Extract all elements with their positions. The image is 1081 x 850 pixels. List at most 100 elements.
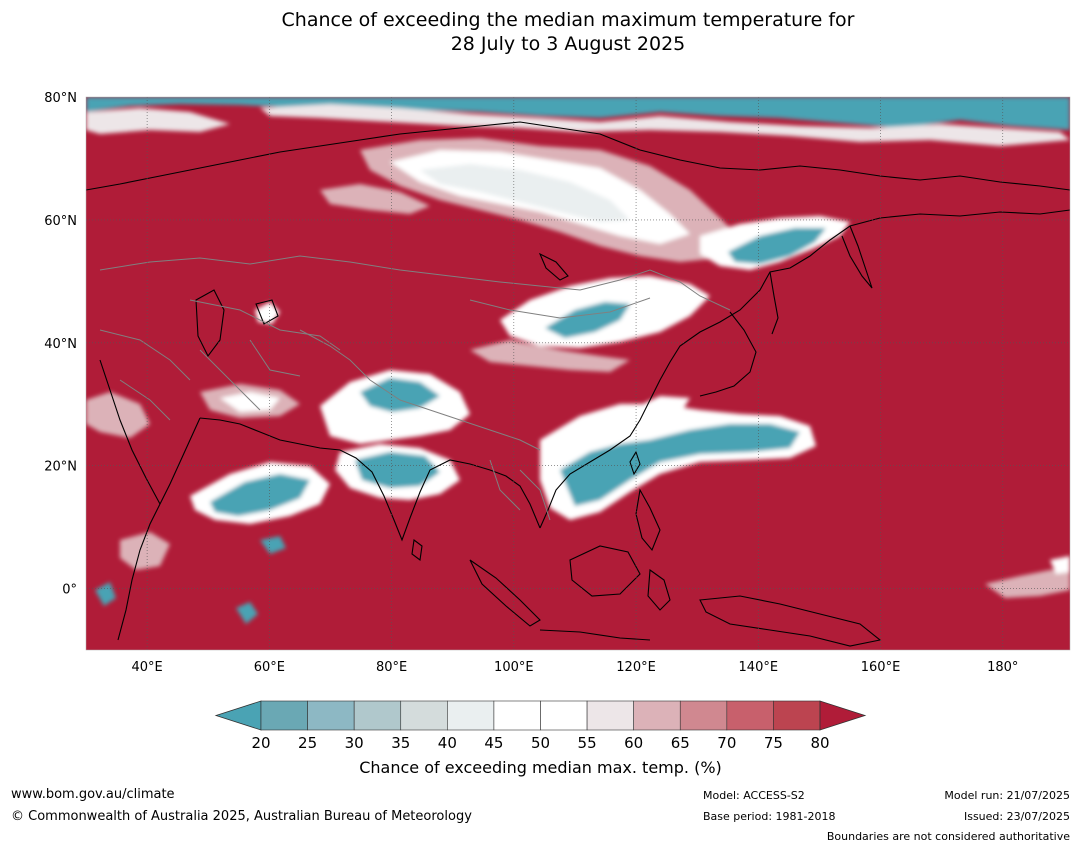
coast-new-guinea (699, 595, 882, 647)
colorbar-bin (400, 700, 448, 731)
border-middle-east (99, 329, 191, 421)
korea-neutral-patch (630, 396, 690, 420)
colorbar-bin (540, 700, 588, 731)
longitude-label: 120°E (616, 660, 656, 675)
graticule (86, 97, 1070, 650)
colorbar-bin (726, 700, 774, 731)
title-line-2: 28 July to 3 August 2025 (450, 33, 686, 55)
colorbar-tick-label: 35 (391, 734, 410, 752)
colorbar-tick-label: 55 (578, 734, 597, 752)
map-panel (86, 97, 1070, 650)
coast-arabia-africa (117, 417, 201, 641)
coast-red-sea (99, 359, 161, 505)
west-asia-neutral-patch (220, 392, 280, 412)
colorbar: 20 25 30 35 40 45 50 55 60 65 70 75 80 (214, 700, 867, 752)
indian-ocean-low-patch (236, 602, 258, 624)
colorbar-tick-label: 50 (531, 734, 550, 752)
border-russia-south (99, 255, 731, 311)
coast-kamchatka (841, 225, 873, 289)
latitude-label: 0° (62, 583, 77, 598)
mongolia-pale-ring (470, 340, 630, 372)
coast-arctic (86, 121, 1070, 191)
siberia-pale-arm (320, 184, 430, 214)
colorbar-tick-label: 60 (624, 734, 643, 752)
map-frame (85, 96, 1071, 651)
latitude-labels: 80°N 60°N 40°N 20°N 0° (44, 91, 77, 598)
longitude-label: 40°E (131, 660, 162, 675)
colorbar-tick-label: 20 (251, 734, 270, 752)
pacific-east-neutral-patch (1050, 556, 1070, 574)
border-central-asia (189, 299, 341, 411)
coast-sakhalin (769, 271, 779, 335)
colorbar-tick-label: 25 (298, 734, 317, 752)
india-low-core (355, 452, 440, 488)
colorbar-lower-extend (214, 700, 262, 731)
arabian-sea-low-core (210, 474, 310, 516)
coast-taiwan (629, 450, 641, 476)
longitude-label: 100°E (494, 660, 534, 675)
title-line-1: Chance of exceeding the median maximum t… (281, 9, 855, 31)
coast-caspian (195, 289, 225, 358)
longitude-label: 80°E (376, 660, 407, 675)
coast-baikal (538, 252, 569, 281)
siberia-light-core (420, 164, 630, 222)
south-china-low-core (560, 424, 800, 506)
border-mongolia (469, 297, 651, 319)
colorbar-bin (679, 700, 728, 731)
coast-java (539, 629, 651, 641)
colorbar-upper-extend (819, 700, 867, 731)
horn-africa-low-patch (95, 582, 116, 606)
arctic-pale-band (260, 104, 1070, 146)
okhotsk-low-core (728, 228, 826, 264)
coast-sumatra (469, 559, 541, 627)
africa-east-pale-patch (120, 532, 170, 570)
model-run-date: Model run: 21/07/2025 (944, 789, 1070, 802)
colorbar-tick-label: 65 (671, 734, 690, 752)
colorbar-tick-label: 40 (438, 734, 457, 752)
coast-pacific-asia (539, 209, 1070, 529)
colorbar-bin (307, 700, 355, 731)
colorbar-bin (633, 700, 681, 731)
colorbar-tick-label: 45 (484, 734, 503, 752)
colorbar-bin (586, 700, 634, 731)
probability-anomaly-regions (86, 97, 1070, 624)
colorbar-bin (447, 700, 495, 731)
colorbar-tick-label: 70 (717, 734, 736, 752)
coast-south-asia (199, 417, 541, 542)
coastlines (86, 121, 1070, 647)
base-period: Base period: 1981-2018 (703, 810, 836, 823)
colorbar-label: Chance of exceeding median max. temp. (%… (359, 758, 722, 777)
map-title: Chance of exceeding the median maximum t… (0, 8, 1081, 56)
longitude-labels: 40°E 60°E 80°E 100°E 120°E 140°E 160°E 180° (131, 660, 1018, 675)
arctic-left-pale (86, 108, 230, 134)
colorbar-tick-label: 30 (345, 734, 364, 752)
colorbar-bin (493, 700, 541, 731)
coast-japan (699, 311, 757, 397)
colorbar-tick-label: 80 (810, 734, 829, 752)
copyright-text: © Commonwealth of Australia 2025, Austra… (11, 809, 472, 824)
latitude-label: 60°N (44, 214, 77, 229)
border-southeast-asia (489, 459, 551, 521)
mongolia-low-core (545, 302, 630, 338)
pacific-east-pale-patch (985, 568, 1070, 598)
boundaries-disclaimer: Boundaries are not considered authoritat… (826, 830, 1070, 843)
colorbar-bin (260, 700, 308, 731)
longitude-label: 160°E (861, 660, 901, 675)
colorbar-bin (773, 700, 821, 731)
website-link[interactable]: www.bom.gov.au/climate (11, 787, 175, 802)
coast-borneo (569, 545, 641, 597)
arabian-patch-small (260, 536, 286, 554)
border-china-west (299, 329, 541, 451)
colorbar-bin (353, 700, 402, 731)
coast-aral-lake (255, 299, 279, 325)
issued-date: Issued: 23/07/2025 (963, 810, 1070, 823)
latitude-label: 40°N (44, 337, 77, 352)
colorbar-tick-label: 75 (764, 734, 783, 752)
coast-sri-lanka (411, 539, 423, 561)
coast-sulawesi (647, 568, 671, 611)
latitude-label: 80°N (44, 91, 77, 106)
latitude-label: 20°N (44, 460, 77, 475)
longitude-label: 180° (987, 660, 1018, 675)
longitude-label: 140°E (739, 660, 779, 675)
